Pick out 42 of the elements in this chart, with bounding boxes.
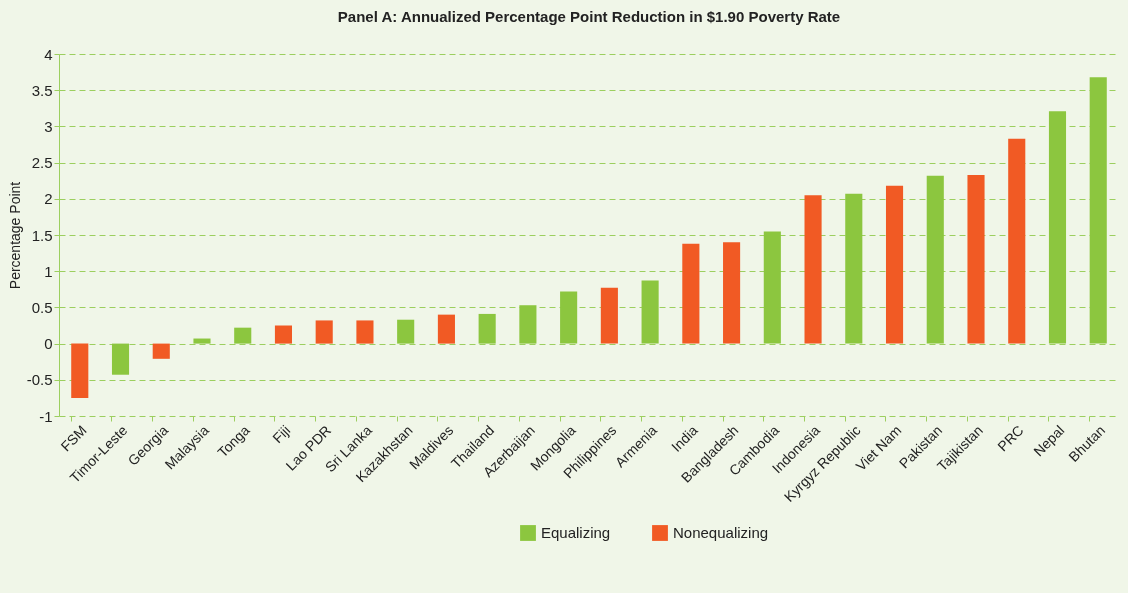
y-tick-label: 3 (44, 117, 53, 135)
y-tick-label: 0 (44, 335, 53, 353)
bar (560, 291, 578, 344)
y-tick-label: -1 (39, 407, 53, 425)
bar (152, 343, 170, 359)
bar (234, 327, 252, 344)
bar (315, 320, 333, 344)
y-tick-label: 0.5 (31, 298, 53, 316)
bar (397, 319, 415, 344)
bar (845, 193, 863, 344)
bar (600, 287, 618, 344)
legend-label: Nonequalizing (673, 524, 769, 541)
bar (356, 320, 374, 344)
bar (437, 314, 455, 344)
bar (682, 243, 700, 344)
y-tick-label: -0.5 (26, 371, 53, 389)
bar (1089, 77, 1107, 344)
bar (519, 305, 537, 344)
y-tick-label: 1.5 (31, 226, 53, 244)
bar (274, 325, 293, 344)
bar (967, 174, 985, 344)
y-axis-title: Percentage Point (6, 181, 23, 290)
bar (478, 313, 496, 344)
bar (1048, 111, 1067, 344)
bar (763, 231, 781, 344)
y-tick-label: 2.5 (31, 154, 53, 172)
x-tick-label: Fiji (269, 422, 294, 447)
bar (804, 195, 822, 344)
bar (71, 343, 89, 398)
y-tick-label: 2 (44, 190, 53, 208)
legend-label: Equalizing (541, 524, 611, 541)
bar (193, 338, 211, 344)
chart-title: Panel A: Annualized Percentage Point Reduction in $1.90 Poverty Rate (337, 8, 841, 25)
bar (885, 185, 904, 344)
bar (723, 242, 741, 344)
y-tick-label: 1 (44, 262, 53, 280)
bar (1008, 138, 1026, 344)
bar (111, 343, 130, 375)
bar (641, 280, 659, 344)
y-tick-label: 4 (44, 45, 53, 63)
bar (926, 175, 944, 344)
y-tick-label: 3.5 (31, 81, 53, 99)
